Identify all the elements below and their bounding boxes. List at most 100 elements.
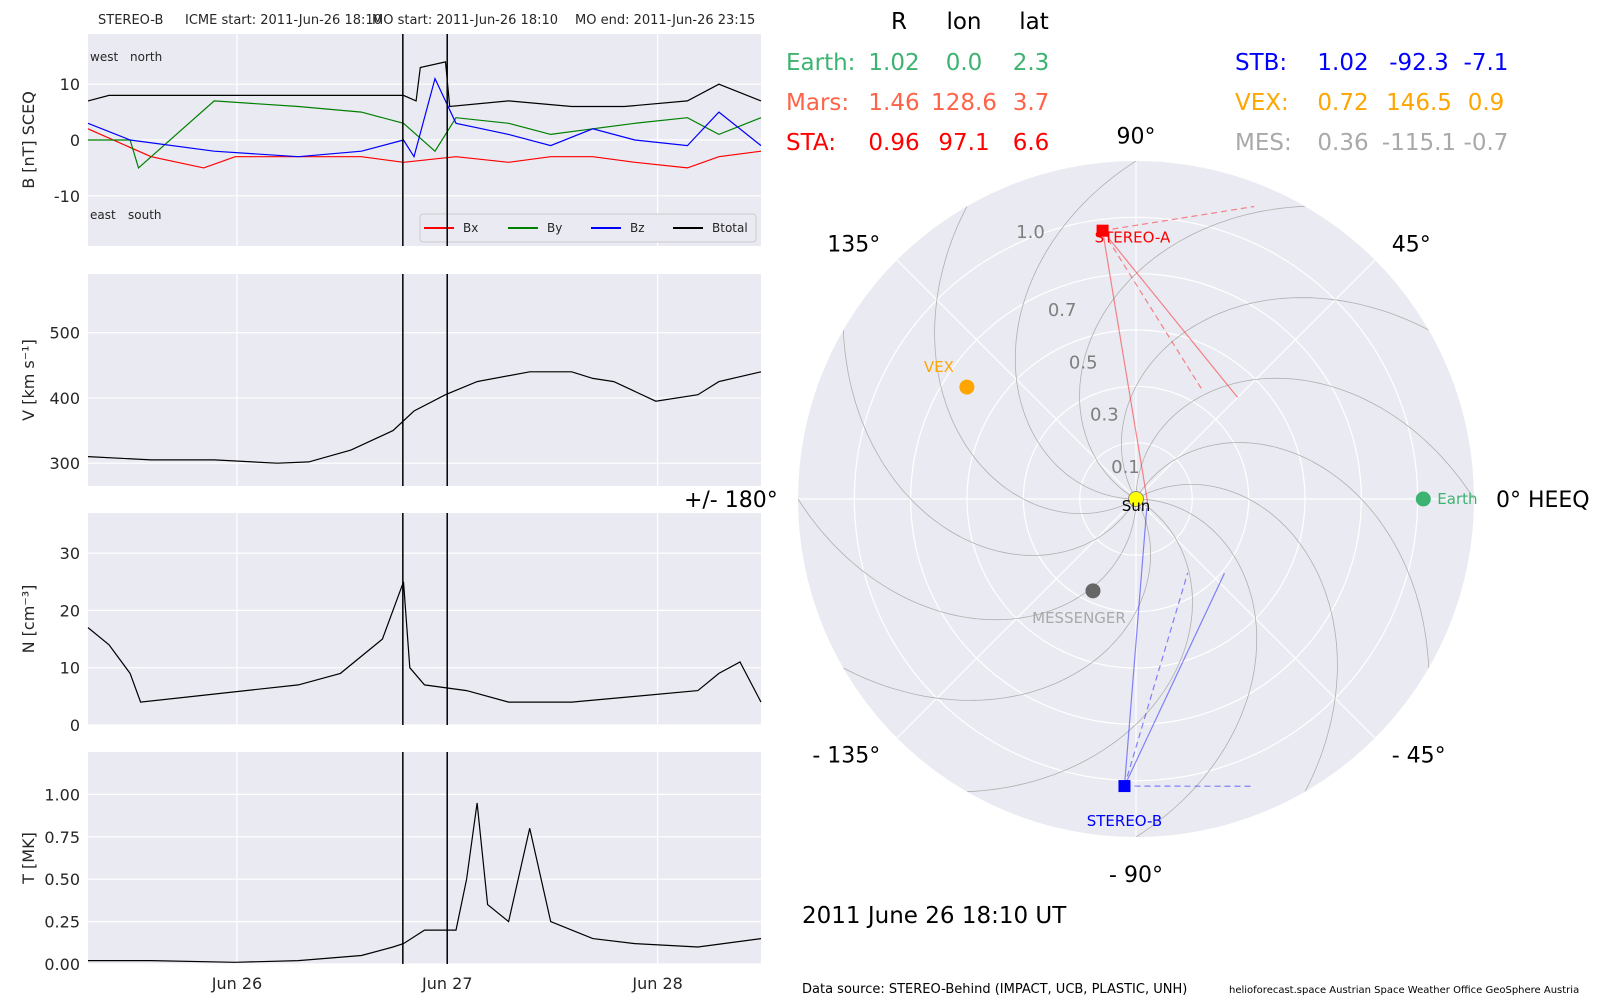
object-label-vex: VEX [924, 358, 954, 376]
panel-title-mo-start: MO start: 2011-Jun-26 18:10 [372, 13, 558, 28]
spiral-line [1121, 297, 1429, 500]
pos-lon: 97.1 [938, 130, 989, 156]
y-tick-label: 0 [70, 716, 80, 735]
y-axis-label-t: T [MK] [19, 832, 38, 885]
angle-label: - 90° [1109, 863, 1163, 888]
angle-label: +/- 180° [684, 488, 778, 513]
legend-label-bx: Bx [463, 221, 478, 235]
pos-lon: 0.0 [946, 50, 983, 76]
pos-name: STA: [786, 130, 836, 156]
view-line [1123, 572, 1226, 787]
view-line [1102, 205, 1255, 232]
object-marker-earth [1415, 491, 1431, 507]
y-tick-label: -10 [54, 187, 80, 206]
pos-r: 1.02 [868, 50, 919, 76]
object-label-sun: Sun [1122, 497, 1151, 515]
legend-label-btotal: Btotal [712, 221, 748, 235]
view-line [1123, 572, 1189, 787]
spiral-line [1135, 484, 1338, 792]
y-tick-label: 1.00 [44, 785, 80, 804]
pos-name: Earth: [786, 50, 855, 76]
series-line-n [87, 581, 762, 703]
y-tick-label: 0.00 [44, 955, 80, 974]
pos-name: VEX: [1235, 90, 1289, 116]
series-line-bz [87, 76, 762, 159]
speed-panel: 500 400 300 V [km s⁻¹] [19, 274, 762, 486]
panel-title-icme-start: ICME start: 2011-Jun-26 18:10 [185, 13, 382, 28]
timestamp: 2011 June 26 18:10 UT [802, 903, 1067, 929]
r-tick-label: 0.3 [1090, 405, 1119, 426]
y-tick-label: 0.25 [44, 913, 80, 932]
spiral-line [934, 206, 1137, 514]
y-axis-label-v: V [km s⁻¹] [19, 339, 38, 421]
header-r: R [891, 9, 907, 35]
spiral-line [842, 329, 1137, 556]
x-tick-label: Jun 28 [631, 974, 682, 993]
y-tick-label: 300 [49, 454, 80, 473]
angle-label: 90° [1117, 125, 1156, 150]
series-line-t [88, 802, 762, 963]
object-label-stereo-a: STEREO-A [1095, 229, 1171, 247]
panel-title-spacecraft: STEREO-B [98, 13, 163, 28]
pos-lat: 0.9 [1468, 90, 1505, 116]
object-label-messenger: MESSENGER [1032, 609, 1126, 627]
object-marker-vex [959, 379, 975, 395]
pos-name: MES: [1235, 130, 1292, 156]
series-line-v [87, 371, 762, 464]
pos-lat: -0.7 [1464, 130, 1509, 156]
y-tick-label: 400 [49, 389, 80, 408]
pos-lat: 2.3 [1013, 50, 1050, 76]
y-tick-label: 0 [70, 131, 80, 150]
polar-plot: 1.0 0.7 0.5 0.3 0.1 90° 45° 0° HEEQ - 45° - 90° - … [684, 125, 1590, 889]
angle-label: - 135° [812, 744, 880, 769]
angle-label: - 45° [1392, 744, 1446, 769]
view-line [1101, 230, 1149, 507]
header-lon: lon [946, 9, 981, 35]
legend-label-by: By [547, 221, 562, 235]
object-marker-messenger [1085, 583, 1101, 599]
spiral-line [1135, 442, 1430, 669]
spiral-line [1135, 377, 1474, 500]
pos-lon: -92.3 [1389, 50, 1449, 76]
y-axis-label-n: N [cm⁻³] [19, 585, 38, 654]
pos-r: 0.36 [1317, 130, 1368, 156]
panel-title-mo-end: MO end: 2011-Jun-26 23:15 [575, 13, 755, 28]
y-tick-label: 30 [60, 544, 80, 563]
annotation-north: north [130, 50, 162, 64]
y-tick-label: 10 [60, 659, 80, 678]
spiral-line [1079, 205, 1306, 500]
pos-r: 1.02 [1317, 50, 1368, 76]
legend: Bx By Bz Btotal [419, 213, 757, 243]
r-tick-label: 0.5 [1069, 352, 1098, 373]
annotation-south: south [128, 208, 162, 222]
series-line-bx [87, 128, 762, 169]
r-tick-label: 0.7 [1048, 300, 1077, 321]
pos-lon: -115.1 [1382, 130, 1456, 156]
x-axis-ticks: Jun 26 Jun 27 Jun 28 [211, 974, 683, 993]
object-label-earth: Earth [1437, 490, 1477, 508]
footer-source: Data source: STEREO-Behind (IMPACT, UCB,… [802, 982, 1187, 997]
pos-r: 0.72 [1317, 90, 1368, 116]
pos-lat: 6.6 [1013, 130, 1050, 156]
x-tick-label: Jun 27 [421, 974, 472, 993]
pos-name: Mars: [786, 90, 849, 116]
density-panel: 30 20 10 0 N [cm⁻³] [19, 513, 762, 735]
event-lines [402, 34, 448, 964]
view-line [1102, 230, 1204, 392]
pos-name: STB: [1235, 50, 1287, 76]
annotation-west: west [90, 50, 118, 64]
x-tick-label: Jun 26 [211, 974, 262, 993]
angle-label: 45° [1392, 232, 1431, 257]
temperature-panel: 1.00 0.75 0.50 0.25 0.00 T [MK] [19, 752, 762, 974]
angle-label: 135° [827, 232, 880, 257]
spiral-line [966, 498, 1193, 793]
y-tick-label: 500 [49, 324, 80, 343]
view-line [1123, 508, 1148, 787]
pos-lat: -7.1 [1464, 50, 1509, 76]
legend-label-bz: Bz [630, 221, 645, 235]
spiral-line [1014, 161, 1137, 500]
y-tick-label: 10 [60, 75, 80, 94]
spiral-line [843, 498, 1151, 701]
annotation-east: east [90, 208, 116, 222]
angle-label: 0° HEEQ [1496, 488, 1590, 513]
